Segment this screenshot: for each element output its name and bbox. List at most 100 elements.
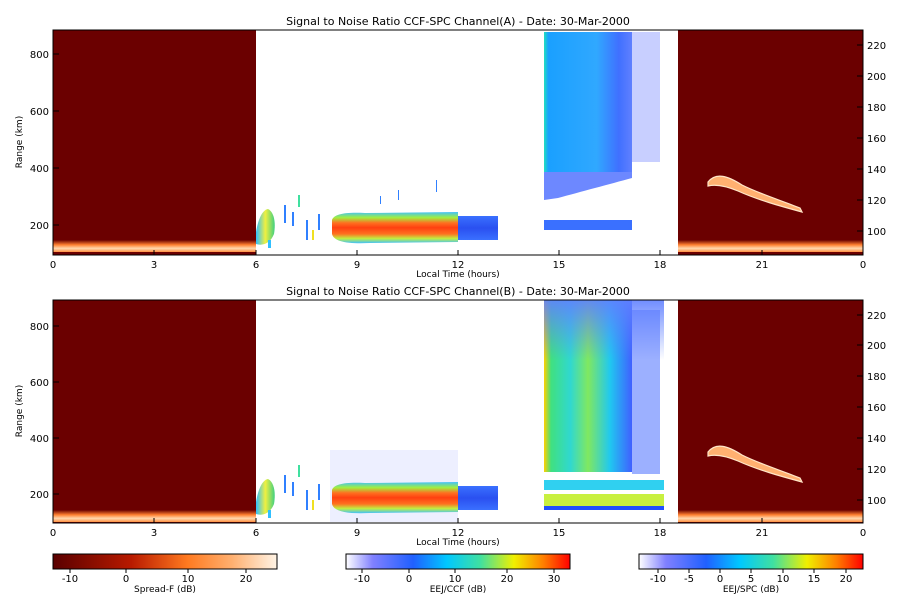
- y2-tick-label: 140: [867, 434, 886, 445]
- spc-right-streak: [632, 310, 660, 480]
- spc-white-gap: [544, 474, 664, 480]
- plot-area: [53, 30, 863, 255]
- y2-tick-label: 160: [867, 403, 886, 414]
- spc-cyan-band: [544, 480, 664, 490]
- colorbar-tick-label: 20: [240, 574, 253, 585]
- chart-title: Signal to Noise Ratio CCF-SPC Channel(B)…: [286, 285, 630, 298]
- colorbar-spread-f: -10 0 10 20 Spread-F (dB): [52, 553, 278, 595]
- x-tick-label: 12: [452, 528, 465, 539]
- x-axis-label: Local Time (hours): [416, 538, 499, 548]
- colorbar-tick-label: -5: [684, 574, 694, 585]
- x-tick-label: 18: [654, 528, 667, 539]
- y-tick-label: 400: [30, 434, 49, 445]
- x-tick-label: 6: [253, 260, 259, 271]
- x-tick-label: 3: [151, 260, 157, 271]
- colorbar-tick-label: 10: [777, 574, 790, 585]
- spread-f-night-region: [53, 300, 256, 523]
- spread-f-evening-floor: [678, 240, 863, 252]
- colorbar-tick-label: -10: [650, 574, 666, 585]
- colorbar-tick-label: 0: [123, 574, 129, 585]
- x-tick-label: 21: [756, 528, 769, 539]
- spc-lower-band: [544, 220, 632, 230]
- panel-a: Signal to Noise Ratio CCF-SPC Channel(A)…: [15, 15, 886, 280]
- x-axis: 0 3 6 9 12 15 18 21 0 Local Time (hours): [50, 518, 866, 548]
- y-axis-right: 100 120 140 160 180 200 220: [857, 41, 886, 238]
- x-tick-label: 9: [354, 260, 360, 271]
- y2-tick-label: 120: [867, 196, 886, 207]
- x-tick-label: 21: [756, 260, 769, 271]
- y-tick-label: 200: [30, 221, 49, 232]
- x-tick-label: 0: [50, 260, 56, 271]
- colorbar-tick-label: 20: [501, 574, 514, 585]
- y-axis-right: 100 120 140 160 180 200 220: [857, 311, 886, 507]
- y-tick-label: 800: [30, 50, 49, 61]
- x-tick-label: 0: [860, 528, 866, 539]
- y2-tick-label: 160: [867, 134, 886, 145]
- panel-b: Signal to Noise Ratio CCF-SPC Channel(B)…: [15, 285, 886, 548]
- colorbar-tick-label: 20: [840, 574, 853, 585]
- y2-tick-label: 200: [867, 72, 886, 83]
- y2-tick-label: 200: [867, 341, 886, 352]
- x-tick-label: 12: [452, 260, 465, 271]
- colorbar-eej-ccf: -10 0 10 20 30 EEJ/CCF (dB): [345, 553, 571, 595]
- spc-lower-fringe: [544, 172, 632, 200]
- colorbar-tick-label: 10: [449, 574, 462, 585]
- y2-tick-label: 140: [867, 165, 886, 176]
- spread-f-evening-floor: [678, 510, 863, 522]
- y2-tick-label: 100: [867, 496, 886, 507]
- y-tick-label: 600: [30, 107, 49, 118]
- y-tick-label: 600: [30, 378, 49, 389]
- colorbar-gradient: [638, 553, 864, 570]
- spc-faint-echo: [632, 32, 660, 162]
- eej-main-band: [332, 482, 458, 514]
- y2-tick-label: 220: [867, 311, 886, 322]
- eej-scatter: [268, 180, 437, 248]
- eej-main-band: [332, 212, 458, 244]
- eej-scatter: [268, 465, 320, 518]
- spc-upper-echo: [544, 32, 632, 172]
- y2-tick-label: 180: [867, 103, 886, 114]
- x-tick-label: 6: [253, 528, 259, 539]
- spread-f-plume: [707, 445, 804, 483]
- spc-white-gap-2: [544, 490, 664, 494]
- colorbar-tick-label: 10: [182, 574, 195, 585]
- y2-tick-label: 100: [867, 227, 886, 238]
- colorbar-gradient: [345, 553, 571, 570]
- colorbar-label: EEJ/SPC (dB): [723, 585, 779, 595]
- spc-lower-edge: [544, 506, 664, 510]
- colorbar-tick-label: 15: [808, 574, 821, 585]
- y-axis-label: Range (km): [15, 385, 25, 437]
- colorbar-label: Spread-F (dB): [134, 585, 196, 595]
- spread-f-plume: [707, 175, 804, 213]
- chart-title: Signal to Noise Ratio CCF-SPC Channel(A)…: [286, 15, 630, 28]
- y-tick-label: 200: [30, 490, 49, 501]
- y-axis-label: Range (km): [15, 116, 25, 168]
- x-tick-label: 18: [654, 260, 667, 271]
- colorbar-eej-spc: -10 -5 0 5 10 15 20 EEJ/SPC (dB): [638, 553, 864, 595]
- colorbar-tick-label: 5: [748, 574, 754, 585]
- y2-tick-label: 120: [867, 465, 886, 476]
- spread-f-night-region: [53, 30, 256, 255]
- x-tick-label: 15: [553, 528, 566, 539]
- y-axis-left: 200 400 600 800 Range (km): [15, 50, 59, 232]
- x-tick-label: 0: [50, 528, 56, 539]
- x-tick-label: 3: [151, 528, 157, 539]
- colorbar-tick-label: -10: [62, 574, 78, 585]
- y2-tick-label: 220: [867, 41, 886, 52]
- plot-area: [53, 300, 863, 523]
- eej-blue-band: [458, 216, 498, 240]
- x-tick-label: 15: [553, 260, 566, 271]
- colorbar-tick-label: 0: [717, 574, 723, 585]
- colorbar-label: EEJ/CCF (dB): [430, 585, 487, 595]
- eej-blob-0600: [256, 479, 275, 515]
- y2-tick-label: 180: [867, 372, 886, 383]
- spread-f-evening-region: [678, 30, 863, 255]
- eej-blob-0600: [256, 209, 275, 245]
- colorbar-gradient: [52, 553, 278, 570]
- y-axis-left: 200 400 600 800 Range (km): [15, 322, 59, 501]
- x-axis-label: Local Time (hours): [416, 270, 499, 280]
- colorbar-tick-label: 0: [406, 574, 412, 585]
- colorbar-tick-label: 30: [548, 574, 561, 585]
- spread-f-floor-echo: [53, 240, 256, 252]
